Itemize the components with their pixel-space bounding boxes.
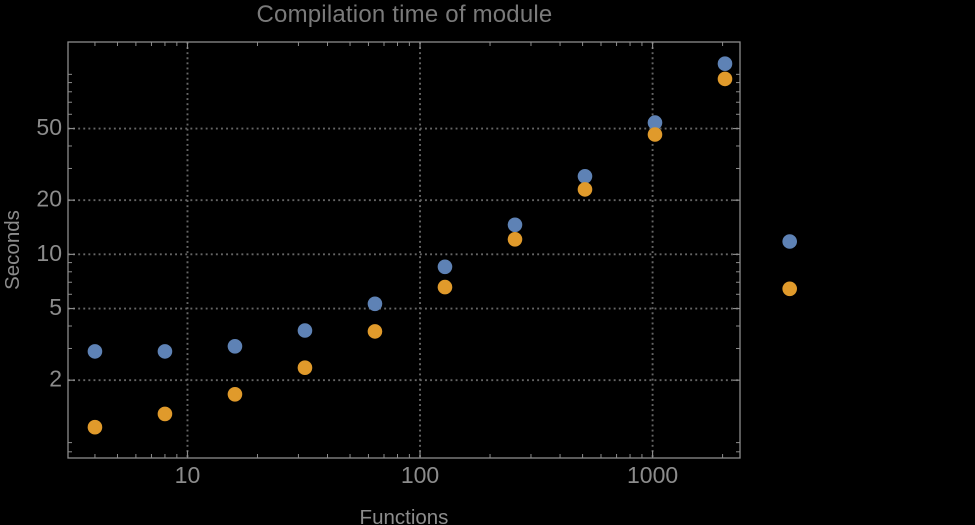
svg-text:Functions: Functions	[360, 506, 449, 525]
svg-text:5: 5	[49, 294, 62, 320]
svg-text:100: 100	[401, 462, 439, 488]
svg-text:1000: 1000	[627, 462, 678, 488]
svg-text:2: 2	[49, 366, 62, 392]
svg-text:10: 10	[36, 240, 62, 266]
svg-text:10: 10	[175, 462, 201, 488]
svg-text:50: 50	[36, 114, 62, 140]
svg-text:Seconds: Seconds	[1, 210, 24, 290]
svg-text:20: 20	[36, 186, 62, 212]
